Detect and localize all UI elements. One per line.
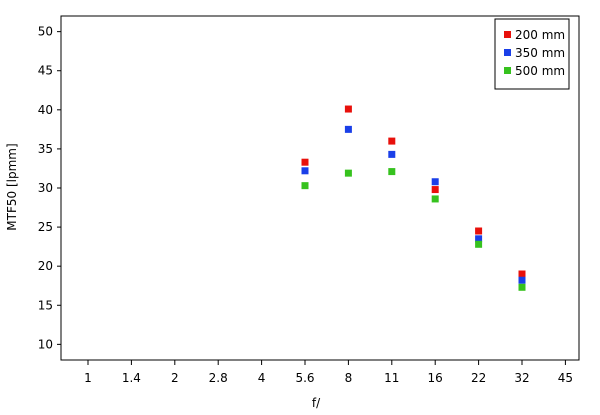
data-point	[301, 167, 309, 175]
x-tick-label: 32	[514, 371, 529, 385]
x-tick-label: 2	[171, 371, 179, 385]
legend: 200 mm 350 mm 500 mm	[494, 18, 570, 90]
x-tick-label: 1.4	[122, 371, 141, 385]
data-point	[301, 182, 309, 190]
legend-swatch	[504, 49, 511, 56]
data-point	[344, 105, 352, 113]
x-tick-label: 45	[558, 371, 573, 385]
data-point	[518, 276, 526, 284]
data-point	[388, 137, 396, 145]
legend-swatch	[504, 31, 511, 38]
x-tick-label: 22	[471, 371, 486, 385]
y-tick-label: 30	[38, 181, 53, 195]
x-tick-label: 16	[428, 371, 443, 385]
data-point	[475, 235, 483, 243]
data-point	[518, 270, 526, 278]
y-tick-label: 50	[38, 25, 53, 39]
data-point	[388, 150, 396, 158]
y-tick-label: 20	[38, 259, 53, 273]
x-tick-label: 5.6	[295, 371, 314, 385]
x-tick-label: 1	[84, 371, 92, 385]
data-point	[344, 169, 352, 177]
y-tick-label: 40	[38, 103, 53, 117]
y-tick-label: 10	[38, 337, 53, 351]
x-tick-label: 4	[258, 371, 266, 385]
x-axis-title: f/	[312, 396, 321, 410]
plot-frame	[60, 15, 580, 361]
legend-label: 200 mm	[515, 28, 565, 42]
data-point	[518, 283, 526, 291]
data-point	[301, 158, 309, 166]
y-axis-title: MTF50 [lpmm]	[5, 143, 19, 230]
data-point	[431, 178, 439, 186]
y-tick-label: 15	[38, 298, 53, 312]
data-points	[301, 105, 526, 291]
data-point	[431, 195, 439, 203]
x-tick-label: 8	[345, 371, 353, 385]
x-tick-label: 2.8	[209, 371, 228, 385]
legend-label: 350 mm	[515, 46, 565, 60]
data-point	[388, 168, 396, 176]
y-tick-label: 25	[38, 220, 53, 234]
y-tick-label: 35	[38, 142, 53, 156]
axes: 1 1.4 2 2.8 4 5.6 8 11 16 22 32 45 10 15 20 25 30 35 40 45 5…	[38, 15, 580, 385]
x-tick-label: 11	[384, 371, 399, 385]
data-point	[475, 240, 483, 248]
legend-swatch	[504, 67, 511, 74]
legend-label: 500 mm	[515, 64, 565, 78]
data-point	[431, 186, 439, 194]
data-point	[344, 125, 352, 133]
data-point	[475, 227, 483, 235]
y-tick-label: 45	[38, 64, 53, 78]
